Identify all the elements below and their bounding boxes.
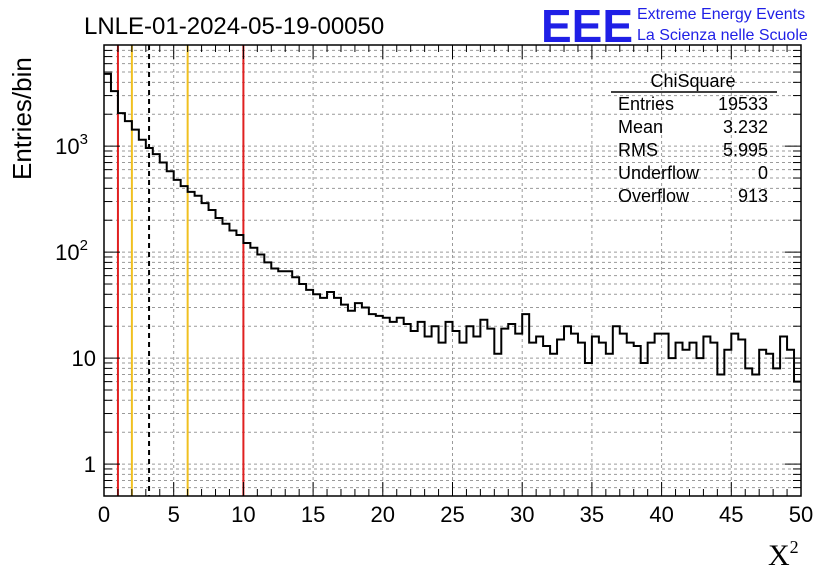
stats-row-value: 5.995: [723, 140, 768, 160]
stats-row-label: RMS: [618, 140, 658, 160]
x-tick-label: 25: [440, 502, 464, 527]
y-axis-label: Entries/bin: [7, 57, 37, 180]
grid-lines: [104, 45, 801, 496]
x-tick-label: 50: [789, 502, 813, 527]
y-tick-label: 103: [55, 131, 88, 159]
x-tick-label: 0: [98, 502, 110, 527]
stats-row-label: Underflow: [618, 163, 700, 183]
y-axis-ticks: 1 10 102 103: [55, 44, 801, 497]
stats-row-value: 19533: [718, 94, 768, 114]
stats-row-label: Overflow: [618, 186, 690, 206]
x-tick-label: 5: [168, 502, 180, 527]
x-tick-label: 40: [649, 502, 673, 527]
x-axis-label: X2: [768, 537, 799, 572]
x-tick-label: 15: [301, 502, 325, 527]
stats-row-value: 3.232: [723, 117, 768, 137]
y-tick-label: 102: [55, 237, 88, 265]
x-tick-label: 10: [231, 502, 255, 527]
stats-row-value: 0: [758, 163, 768, 183]
stats-box: ChiSquare Entries 19533 Mean 3.232 RMS 5.995 U…: [611, 71, 777, 206]
stats-row-label: Entries: [618, 94, 674, 114]
eee-logo: EEE Extreme Energy Events La Scienza nel…: [541, 0, 808, 52]
x-tick-label: 30: [510, 502, 534, 527]
y-tick-label: 1: [84, 452, 96, 477]
stats-row-value: 913: [738, 186, 768, 206]
stats-row-label: Mean: [618, 117, 663, 137]
stats-title: ChiSquare: [650, 71, 735, 91]
eee-logo-mark: EEE: [541, 0, 633, 52]
x-tick-label: 35: [580, 502, 604, 527]
reference-lines: [116, 45, 245, 496]
histogram-series: [104, 72, 801, 383]
histogram-step-line: [104, 72, 801, 383]
x-tick-label: 45: [719, 502, 743, 527]
eee-logo-line1: Extreme Energy Events: [637, 6, 805, 23]
y-tick-label: 10: [72, 346, 96, 371]
chart-title: LNLE-01-2024-05-19-00050: [84, 13, 384, 40]
x-axis-ticks: 0 5 10 15 20 25 30 35 40 45 50: [98, 45, 813, 527]
x-tick-label: 20: [371, 502, 395, 527]
stats-rows: Entries 19533 Mean 3.232 RMS 5.995 Underflow 0 O…: [618, 94, 768, 206]
eee-logo-line2: La Scienza nelle Scuole: [637, 27, 808, 44]
